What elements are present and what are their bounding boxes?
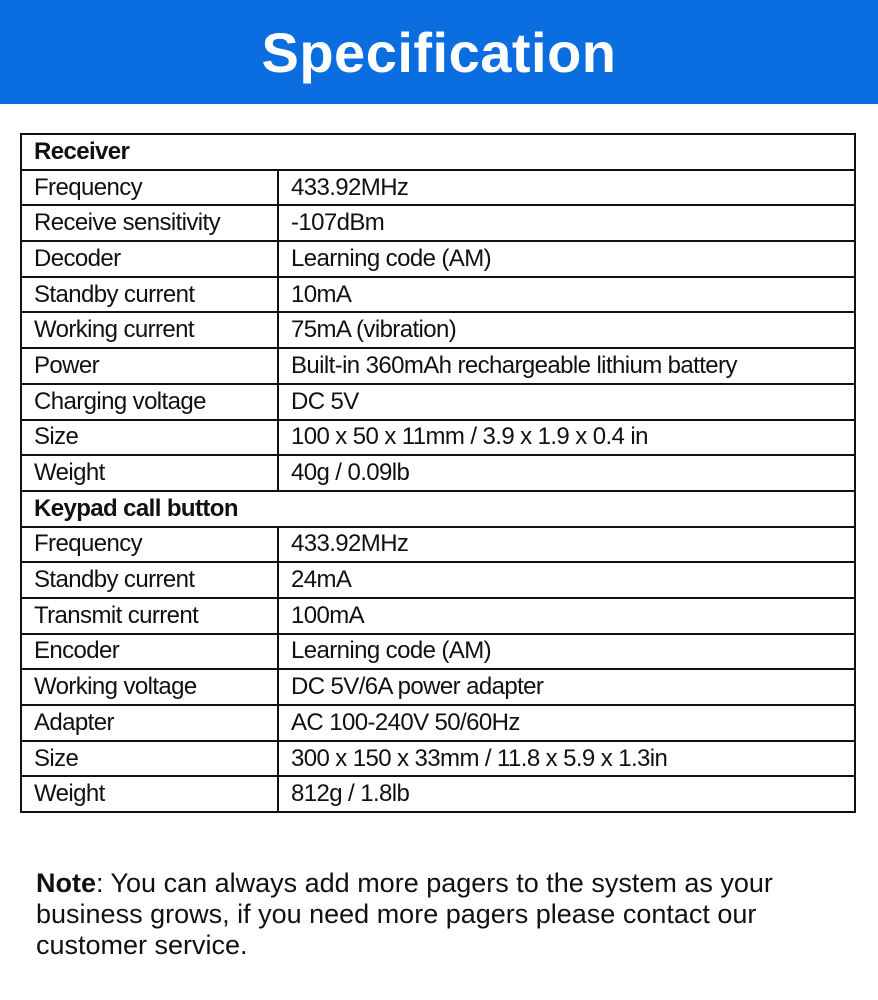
spec-label: Size	[20, 418, 279, 457]
spec-value: -107dBm	[277, 204, 856, 243]
table-row: Power Built-in 360mAh rechargeable lithiu…	[20, 347, 856, 385]
spec-value: 100mA	[277, 596, 856, 635]
note-label: Note	[36, 868, 96, 898]
spec-value: 24mA	[277, 561, 856, 599]
spec-value: 100 x 50 x 11mm / 3.9 x 1.9 x 0.4 in	[277, 418, 856, 457]
section-header-row: Keypad call button	[20, 489, 856, 528]
table-row: Frequency 433.92MHz	[20, 168, 856, 207]
spec-label: Power	[20, 347, 279, 385]
spec-label: Frequency	[20, 168, 279, 207]
spec-label: Weight	[20, 775, 279, 814]
table-row: Receive sensitivity -107dBm	[20, 204, 856, 243]
section-title: Keypad call button	[20, 489, 856, 528]
spec-label: Frequency	[20, 525, 279, 564]
spec-label: Adapter	[20, 704, 279, 742]
spec-value: 300 x 150 x 33mm / 11.8 x 5.9 x 1.3in	[277, 739, 856, 778]
spec-value: 433.92MHz	[277, 525, 856, 564]
spec-value: DC 5V/6A power adapter	[277, 668, 856, 706]
spec-value: DC 5V	[277, 382, 856, 421]
spec-label: Working voltage	[20, 668, 279, 706]
table-row: Transmit current 100mA	[20, 596, 856, 635]
spec-value: Learning code (AM)	[277, 632, 856, 671]
spec-label: Standby current	[20, 275, 279, 314]
spec-label: Charging voltage	[20, 382, 279, 421]
spec-label: Working current	[20, 311, 279, 350]
table-row: Weight 40g / 0.09lb	[20, 454, 856, 492]
spec-table: Receiver Frequency 433.92MHz Receive sensit…	[20, 133, 856, 814]
spec-label: Decoder	[20, 240, 279, 278]
spec-value: 75mA (vibration)	[277, 311, 856, 350]
table-row: Encoder Learning code (AM)	[20, 632, 856, 671]
table-row: Working current 75mA (vibration)	[20, 311, 856, 350]
table-row: Standby current 10mA	[20, 275, 856, 314]
spec-label: Standby current	[20, 561, 279, 599]
table-row: Charging voltage DC 5V	[20, 382, 856, 421]
section-title: Receiver	[20, 133, 856, 171]
table-row: Decoder Learning code (AM)	[20, 240, 856, 278]
table-row: Standby current 24mA	[20, 561, 856, 599]
table-row: Frequency 433.92MHz	[20, 525, 856, 564]
spec-value: 433.92MHz	[277, 168, 856, 207]
spec-value: AC 100-240V 50/60Hz	[277, 704, 856, 742]
page-title: Specification	[261, 20, 617, 84]
table-row: Adapter AC 100-240V 50/60Hz	[20, 704, 856, 742]
section-header-row: Receiver	[20, 133, 856, 171]
table-row: Working voltage DC 5V/6A power adapter	[20, 668, 856, 706]
spec-value: 812g / 1.8lb	[277, 775, 856, 814]
header-banner: Specification	[0, 0, 878, 104]
spec-label: Receive sensitivity	[20, 204, 279, 243]
spec-value: Built-in 360mAh rechargeable lithium bat…	[277, 347, 856, 385]
table-row: Size 300 x 150 x 33mm / 11.8 x 5.9 x 1.3i…	[20, 739, 856, 778]
spec-value: 10mA	[277, 275, 856, 314]
note-text: : You can always add more pagers to the …	[36, 868, 773, 960]
table-row: Size 100 x 50 x 11mm / 3.9 x 1.9 x 0.4 in	[20, 418, 856, 457]
spec-label: Encoder	[20, 632, 279, 671]
table-row: Weight 812g / 1.8lb	[20, 775, 856, 814]
spec-value: Learning code (AM)	[277, 240, 856, 278]
spec-value: 40g / 0.09lb	[277, 454, 856, 492]
note: Note: You can always add more pagers to …	[36, 868, 856, 961]
spec-label: Size	[20, 739, 279, 778]
spec-label: Transmit current	[20, 596, 279, 635]
spec-label: Weight	[20, 454, 279, 492]
